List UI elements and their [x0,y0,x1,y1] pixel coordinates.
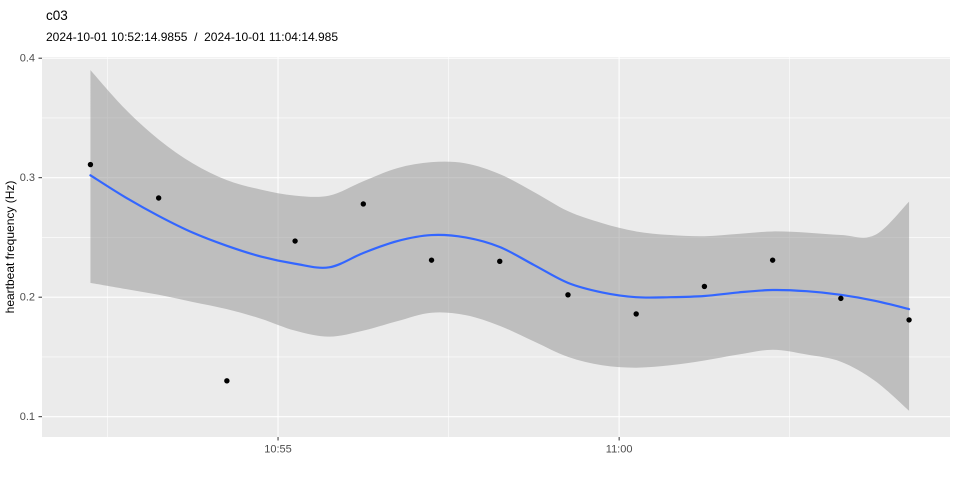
data-point [87,161,94,168]
data-point [769,257,776,263]
data-point [701,283,708,290]
chart-title: c03 [46,8,68,23]
data-point [906,317,912,323]
smooth-line-layer [89,174,911,311]
data-point [224,378,230,384]
data-point [292,238,298,244]
smooth-line [89,174,911,311]
x-tick-label: 10:55 [264,444,292,456]
axes-layer: 0.1 0.2 0.3 0.4 10:55 11:00 [20,53,633,456]
y-tick-label: 0.3 [20,172,35,184]
points-layer [87,161,912,384]
data-point [565,292,571,298]
y-axis-label: heartbeat frequency (Hz) [3,181,17,314]
data-point [155,195,162,201]
y-tick-label: 0.2 [20,292,35,304]
confidence-band-layer [90,70,910,411]
data-point [497,258,503,265]
confidence-band [90,70,910,411]
data-point [838,295,844,302]
y-tick-label: 0.1 [20,411,35,423]
data-point [360,201,367,207]
x-tick-label: 11:00 [606,444,633,456]
chart-subtitle: 2024-10-01 10:52:14.9855 / 2024-10-01 11… [46,30,339,44]
data-point [428,257,435,263]
y-tick-label: 0.4 [20,53,35,65]
data-point [633,311,639,317]
